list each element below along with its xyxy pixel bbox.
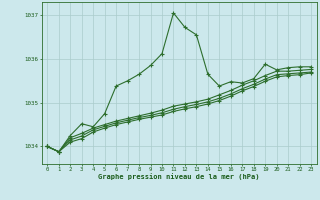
X-axis label: Graphe pression niveau de la mer (hPa): Graphe pression niveau de la mer (hPa) [99,173,260,180]
